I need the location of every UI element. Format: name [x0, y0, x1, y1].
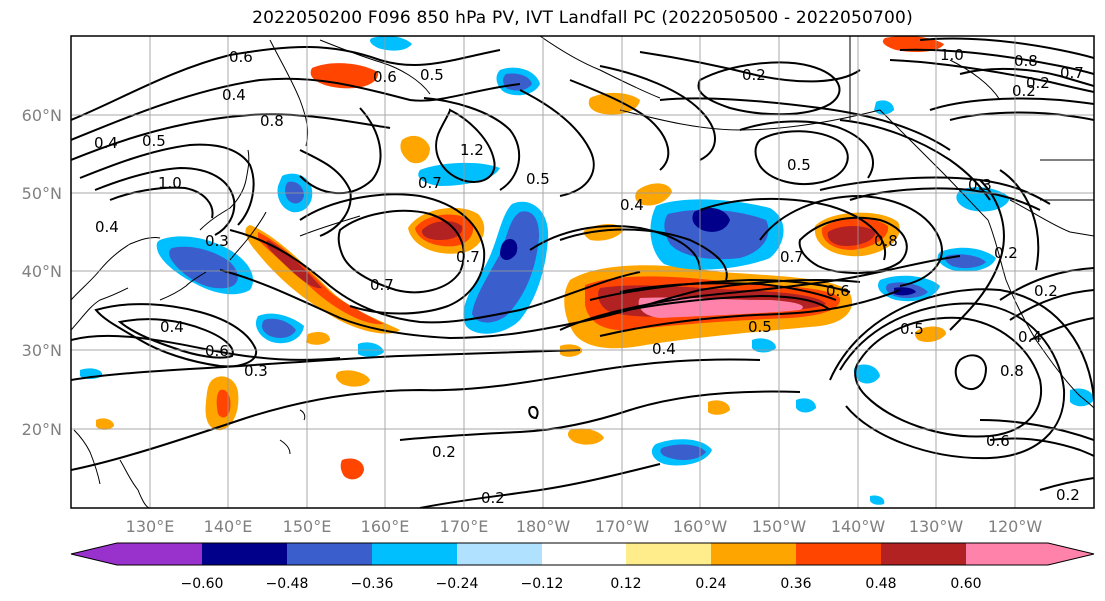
colorbar-segment: [457, 543, 542, 565]
colorbar-tick-label: −0.60: [181, 576, 224, 592]
contour-label: 0.2: [742, 66, 766, 84]
colorbar-segment: [542, 543, 626, 565]
lon-label: 160°W: [673, 517, 728, 536]
lon-label: 140°W: [831, 517, 886, 536]
contour-label: 0.4: [1018, 328, 1042, 346]
lat-label: 30°N: [22, 341, 62, 360]
contour-label: 0.5: [142, 132, 166, 150]
lon-label: 120°W: [988, 517, 1043, 536]
graticule: [71, 36, 1094, 508]
contour-label: 0.3: [244, 362, 268, 380]
contour-labels: 0.6 0.6 0.5 0.4 0.8 0.4 0.5 1.0 0.7 1.2 …: [94, 46, 1084, 507]
contour-label: 0.5: [526, 170, 550, 188]
contour-label: 0.4: [620, 196, 644, 214]
contour-label: 0.6: [826, 282, 850, 300]
colorbar-tick-label: −0.36: [351, 576, 394, 592]
contour-label: 0.2: [994, 244, 1018, 262]
colorbar-tick-label: 0.48: [865, 576, 896, 592]
contour-label: 0.4: [652, 340, 676, 358]
contour-label: 0.6: [229, 48, 253, 66]
contour-label: 0.8: [1014, 52, 1038, 70]
contour-label: 0.2: [1056, 486, 1080, 504]
contour-label: 0.7: [1060, 64, 1084, 82]
lon-label: 180°W: [516, 517, 571, 536]
contour-label: 0.6: [373, 68, 397, 86]
lon-label: 130°W: [909, 517, 964, 536]
colorbar: [70, 542, 1095, 566]
contour-label: 1.0: [158, 174, 182, 192]
colorbar-segment: [626, 543, 711, 565]
colorbar-tick-label: 0.24: [695, 576, 726, 592]
map-frame: [70, 35, 1095, 509]
contour-label: 0.2: [432, 443, 456, 461]
contour-label: 0.8: [260, 112, 284, 130]
contour-label: 0.6: [205, 342, 229, 360]
contour-label: 0.4: [222, 86, 246, 104]
contour-label: 0.5: [748, 318, 772, 336]
longitude-labels: 130°E 140°E 150°E 160°E 170°E 180°W 170°…: [126, 517, 1043, 536]
contour-label: 0.6: [986, 432, 1010, 450]
colorbar-tick-label: 0.60: [950, 576, 981, 592]
lat-label: 20°N: [22, 420, 62, 439]
colorbar-segment: [287, 543, 372, 565]
colorbar-tick-label: −0.48: [266, 576, 309, 592]
colorbar-max-extend: [1048, 543, 1094, 565]
lon-label: 170°E: [440, 517, 489, 536]
contour-label: 0.2: [1034, 282, 1058, 300]
contour-label: 0.2: [1012, 82, 1036, 100]
contour-label: 0.7: [370, 276, 394, 294]
contour-label: 0.4: [160, 318, 184, 336]
contour-label: 0.5: [900, 320, 924, 338]
contour-label: 0.8: [874, 232, 898, 250]
contour-label: 1.0: [940, 46, 964, 64]
contour-label: 0.2: [481, 489, 505, 507]
contour-label: 0.3: [205, 232, 229, 250]
contour-label: 0.3: [968, 176, 992, 194]
ivt-contours: [71, 37, 1094, 508]
lon-label: 160°E: [361, 517, 410, 536]
colorbar-segment: [881, 543, 966, 565]
lat-label: 60°N: [22, 106, 62, 125]
colorbar-segment: [117, 543, 202, 565]
lon-label: 130°E: [126, 517, 175, 536]
colorbar-tick-label: −0.24: [436, 576, 479, 592]
lat-label: 50°N: [22, 184, 62, 203]
lon-label: 150°W: [752, 517, 807, 536]
lon-label: 170°W: [595, 517, 650, 536]
colorbar-segment: [202, 543, 287, 565]
colorbar-segment: [372, 543, 457, 565]
contour-label: 0.7: [456, 248, 480, 266]
contour-label: 0.2: [1026, 74, 1050, 92]
colorbar-segment: [966, 543, 1048, 565]
contour-label: 0.4: [94, 134, 118, 152]
coastlines: [71, 36, 1094, 508]
contour-label: 1.2: [460, 141, 484, 159]
colorbar-ticks: −0.60 −0.48 −0.36 −0.24 −0.12 0.12 0.24 …: [181, 576, 982, 592]
contour-label: 0.5: [420, 66, 444, 84]
contour-label: 0.7: [780, 248, 804, 266]
contour-label: 0.7: [418, 174, 442, 192]
contour-label: 0.5: [787, 156, 811, 174]
colorbar-tick-label: 0.36: [780, 576, 811, 592]
colorbar-tick-label: 0.12: [610, 576, 641, 592]
colorbar-segment: [796, 543, 881, 565]
colorbar-tick-label: −0.12: [521, 576, 564, 592]
colorbar-outline: [70, 542, 1095, 566]
contour-label: 0.8: [1000, 362, 1024, 380]
lon-label: 140°E: [204, 517, 253, 536]
latitude-labels: 60°N 50°N 40°N 30°N 20°N: [22, 106, 62, 439]
lon-label: 150°E: [283, 517, 332, 536]
contour-label: 0.4: [95, 218, 119, 236]
colorbar-min-extend: [71, 543, 117, 565]
lat-label: 40°N: [22, 262, 62, 281]
map-title: 2022050200 F096 850 hPa PV, IVT Landfall…: [252, 8, 913, 28]
colorbar-segment: [711, 543, 796, 565]
